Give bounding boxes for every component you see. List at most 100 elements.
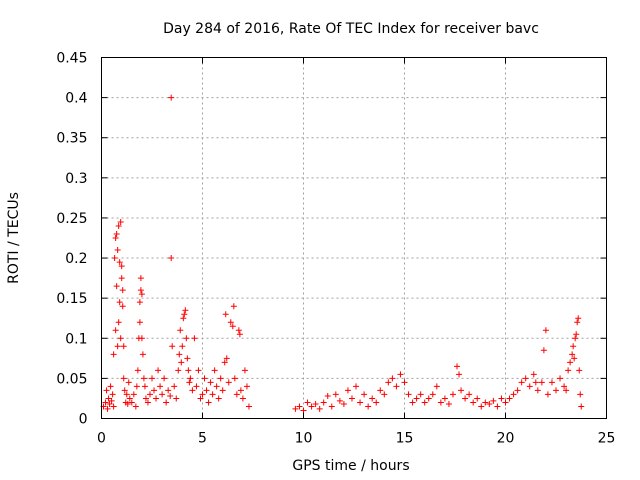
- data-point: [344, 387, 351, 394]
- data-point: [114, 247, 121, 254]
- data-point: [241, 367, 248, 374]
- x-tick-label: 15: [396, 431, 414, 447]
- data-point: [106, 401, 113, 408]
- y-tick-label: 0.3: [65, 171, 87, 187]
- data-point: [184, 355, 191, 362]
- data-point: [405, 391, 412, 398]
- axis-ticks: [101, 57, 607, 419]
- data-point: [178, 359, 185, 366]
- data-point: [205, 399, 212, 406]
- data-point: [490, 397, 497, 404]
- data-point: [222, 311, 229, 318]
- data-point: [336, 397, 343, 404]
- data-point: [514, 387, 521, 394]
- data-point: [132, 403, 139, 410]
- data-point: [296, 403, 303, 410]
- data-point: [421, 399, 428, 406]
- data-point: [130, 391, 137, 398]
- data-point: [340, 401, 347, 408]
- y-tick-label: 0.35: [56, 131, 87, 147]
- data-point: [112, 235, 119, 241]
- data-point: [197, 395, 204, 402]
- data-point: [437, 399, 444, 406]
- data-point: [565, 367, 572, 374]
- data-point: [209, 391, 216, 398]
- data-point: [203, 387, 210, 394]
- data-point: [482, 399, 489, 406]
- data-point: [221, 359, 228, 366]
- data-point: [113, 283, 120, 290]
- data-point: [578, 403, 585, 410]
- data-point: [126, 395, 133, 402]
- data-point: [320, 399, 327, 406]
- data-point: [110, 403, 117, 410]
- data-point: [567, 359, 574, 366]
- data-point: [155, 367, 162, 374]
- y-tick-label: 0.1: [65, 331, 87, 347]
- data-point: [225, 379, 232, 386]
- data-point: [332, 391, 339, 398]
- y-tick-label: 0.2: [65, 251, 87, 267]
- data-point: [136, 319, 143, 326]
- data-point: [103, 387, 110, 394]
- data-point: [530, 371, 537, 378]
- data-point: [118, 275, 125, 282]
- data-point: [199, 391, 206, 398]
- data-point: [119, 287, 126, 294]
- data-point: [231, 375, 238, 382]
- data-point: [108, 397, 115, 404]
- data-point: [138, 335, 145, 342]
- x-tick-label: 0: [97, 431, 106, 447]
- data-point: [486, 401, 493, 408]
- data-point: [137, 287, 144, 294]
- data-point: [117, 335, 124, 342]
- data-point: [104, 405, 111, 412]
- data-point: [389, 375, 396, 382]
- data-point: [243, 383, 250, 390]
- data-point: [502, 399, 509, 406]
- data-point: [575, 315, 582, 322]
- data-point: [123, 391, 130, 398]
- data-point: [185, 367, 192, 374]
- data-point: [292, 405, 299, 412]
- data-point: [175, 367, 182, 374]
- data-point: [181, 311, 188, 318]
- x-axis-label: GPS time / hours: [292, 458, 409, 474]
- data-point: [569, 351, 576, 358]
- data-point: [576, 367, 583, 374]
- data-point: [563, 387, 570, 394]
- data-point: [441, 395, 448, 402]
- plot-frame: [101, 57, 607, 419]
- data-point: [183, 335, 190, 342]
- data-point: [169, 343, 176, 350]
- data-point: [361, 391, 368, 398]
- data-point: [572, 335, 579, 342]
- data-point: [540, 347, 547, 354]
- y-tick-labels: 0 0.05 0.1 0.15 0.2 0.25 0.3 0.35 0.4 0.45: [56, 51, 87, 428]
- data-point: [159, 391, 166, 398]
- data-point: [239, 395, 246, 402]
- data-point: [227, 319, 234, 326]
- data-point: [544, 391, 551, 398]
- y-tick-label: 0.25: [56, 211, 87, 227]
- data-point: [120, 343, 127, 350]
- data-point: [494, 403, 501, 410]
- data-point: [182, 307, 189, 314]
- data-point: [165, 387, 172, 394]
- data-point: [102, 399, 109, 406]
- data-point: [229, 323, 236, 330]
- data-point: [121, 387, 128, 394]
- x-tick-label: 10: [295, 431, 313, 447]
- data-point: [454, 363, 461, 370]
- data-point: [498, 395, 505, 402]
- data-point: [114, 343, 121, 350]
- data-point: [144, 399, 151, 406]
- data-point: [570, 343, 577, 350]
- data-point: [111, 255, 118, 262]
- data-point: [189, 387, 196, 394]
- y-tick-label: 0.15: [56, 291, 87, 307]
- data-point: [532, 379, 539, 386]
- data-point: [230, 303, 237, 310]
- data-point: [557, 375, 564, 382]
- data-point: [116, 259, 123, 266]
